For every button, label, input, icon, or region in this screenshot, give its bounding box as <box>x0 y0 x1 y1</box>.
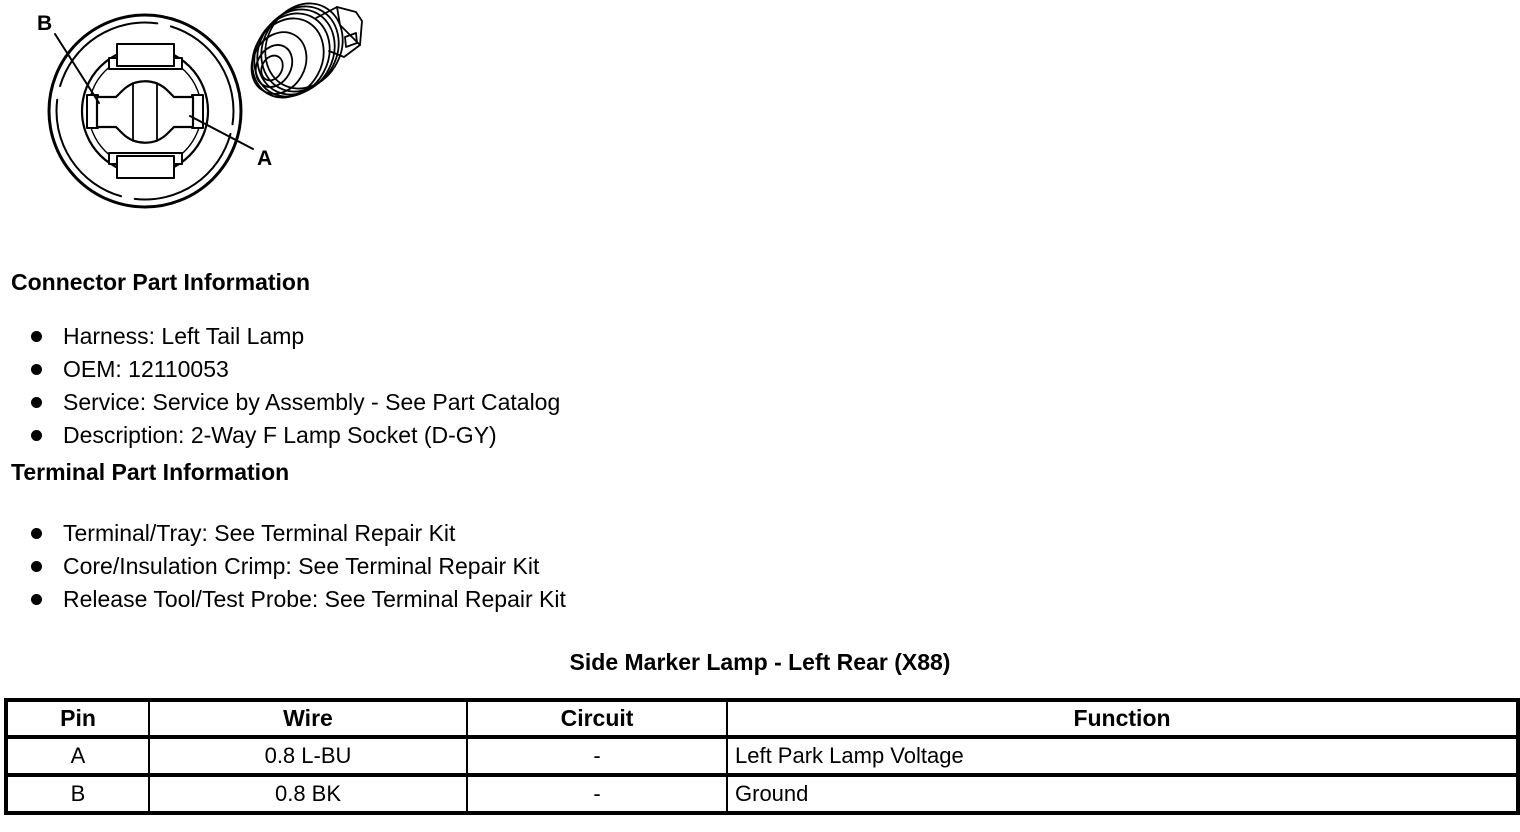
list-item-text: Harness: Left Tail Lamp <box>63 323 305 349</box>
bullet-icon <box>31 561 42 572</box>
table-row-pin-b: B 0.8 BK - Ground <box>5 773 1519 815</box>
list-item: Service: Service by Assembly - See Part … <box>31 386 560 419</box>
cell-pin: B <box>5 773 150 815</box>
table-row-pin-a: A 0.8 L-BU - Left Park Lamp Voltage <box>5 735 1519 777</box>
list-item: Harness: Left Tail Lamp <box>31 320 560 353</box>
connector-part-heading: Connector Part Information <box>11 269 311 295</box>
column-header-function: Function <box>726 698 1519 739</box>
list-item-text: OEM: 12110053 <box>63 356 229 382</box>
cell-wire: 0.8 L-BU <box>148 735 468 777</box>
pin-table-title: Side Marker Lamp - Left Rear (X88) <box>569 649 951 675</box>
pin-table-header-row: Pin Wire Circuit Function <box>5 698 1519 739</box>
pin-label-a: A <box>257 147 272 170</box>
cell-function: Left Park Lamp Voltage <box>726 735 1519 777</box>
connector-diagram: B A <box>37 2 363 209</box>
bullet-icon <box>31 331 42 342</box>
list-item-text: Core/Insulation Crimp: See Terminal Repa… <box>63 553 540 579</box>
cell-wire: 0.8 BK <box>148 773 468 815</box>
column-header-pin: Pin <box>5 698 150 739</box>
column-header-wire: Wire <box>148 698 468 739</box>
list-item-text: Description: 2-Way F Lamp Socket (D-GY) <box>63 422 497 448</box>
pin-table: Pin Wire Circuit Function A 0.8 L-BU - L… <box>4 698 1520 815</box>
leader-line-b <box>54 33 100 104</box>
terminal-info-list: Terminal/Tray: See Terminal Repair Kit C… <box>31 517 566 616</box>
bullet-icon <box>31 397 42 408</box>
bullet-icon <box>31 594 42 605</box>
cell-function: Ground <box>726 773 1519 815</box>
cell-circuit: - <box>466 773 728 815</box>
list-item: Terminal/Tray: See Terminal Repair Kit <box>31 517 566 550</box>
list-item: OEM: 12110053 <box>31 353 560 386</box>
bullet-icon <box>31 430 42 441</box>
bullet-icon <box>31 528 42 539</box>
list-item-text: Service: Service by Assembly - See Part … <box>63 389 561 415</box>
bullet-icon <box>31 364 42 375</box>
cell-circuit: - <box>466 735 728 777</box>
list-item: Release Tool/Test Probe: See Terminal Re… <box>31 583 566 616</box>
list-item: Core/Insulation Crimp: See Terminal Repa… <box>31 550 566 583</box>
list-item-text: Release Tool/Test Probe: See Terminal Re… <box>63 586 566 612</box>
terminal-part-heading: Terminal Part Information <box>11 459 290 485</box>
cell-pin: A <box>5 735 150 777</box>
socket-side-view <box>250 2 363 99</box>
connector-info-list: Harness: Left Tail Lamp OEM: 12110053 Se… <box>31 320 560 452</box>
list-item: Description: 2-Way F Lamp Socket (D-GY) <box>31 419 560 452</box>
socket-front-view <box>47 13 243 209</box>
column-header-circuit: Circuit <box>466 698 728 739</box>
leader-line-a <box>189 115 254 150</box>
list-item-text: Terminal/Tray: See Terminal Repair Kit <box>63 520 456 546</box>
pin-label-b: B <box>37 12 52 35</box>
